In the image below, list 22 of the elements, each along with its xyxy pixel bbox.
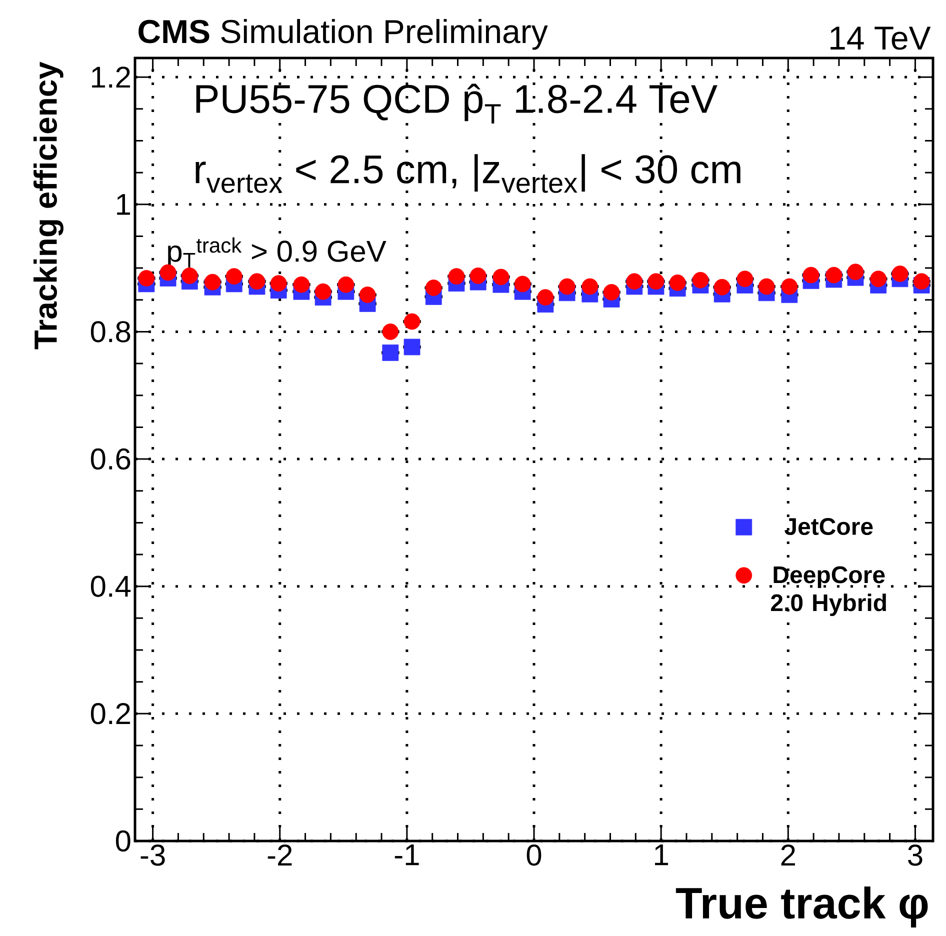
x-tick-label: -3 xyxy=(140,844,165,866)
x-tick-label: 0 xyxy=(526,844,542,866)
x-tick-label: 2 xyxy=(781,844,795,866)
y-tick-label: 0.4 xyxy=(90,576,131,597)
x-tick-label: -2 xyxy=(268,844,292,866)
x-tick-label: 1 xyxy=(655,844,668,866)
annotation: r$_{vertex}$ < 2.5 cm, |z$_{vertex}$| < 30 cm xyxy=(196,154,740,193)
chart-title: CMS Simulation Preliminary xyxy=(138,19,548,50)
legend-label: JetCore xyxy=(784,518,873,536)
y-tick-label: 0.8 xyxy=(90,321,130,342)
x-tick-label: -1 xyxy=(394,844,419,866)
x-axis-title: True track φ xyxy=(676,886,928,928)
text: 14 TeV xyxy=(830,26,931,50)
annotation: PU55-75 QCD p̂$_{T}$ 1.8-2.4 TeV xyxy=(196,84,718,124)
x-tick-label: 3 xyxy=(908,844,922,866)
y-tick-label: 0.6 xyxy=(90,448,130,470)
y-tick-label: 0.2 xyxy=(90,703,130,724)
legend-label: DeepCore 2.0 Hybrid xyxy=(771,566,886,616)
y-tick-label: 1.2 xyxy=(92,66,130,88)
y-axis-title: Tracking efficiency xyxy=(34,62,64,350)
y-tick-label: 0 xyxy=(116,830,130,852)
y-tick-label: 1 xyxy=(117,194,130,215)
